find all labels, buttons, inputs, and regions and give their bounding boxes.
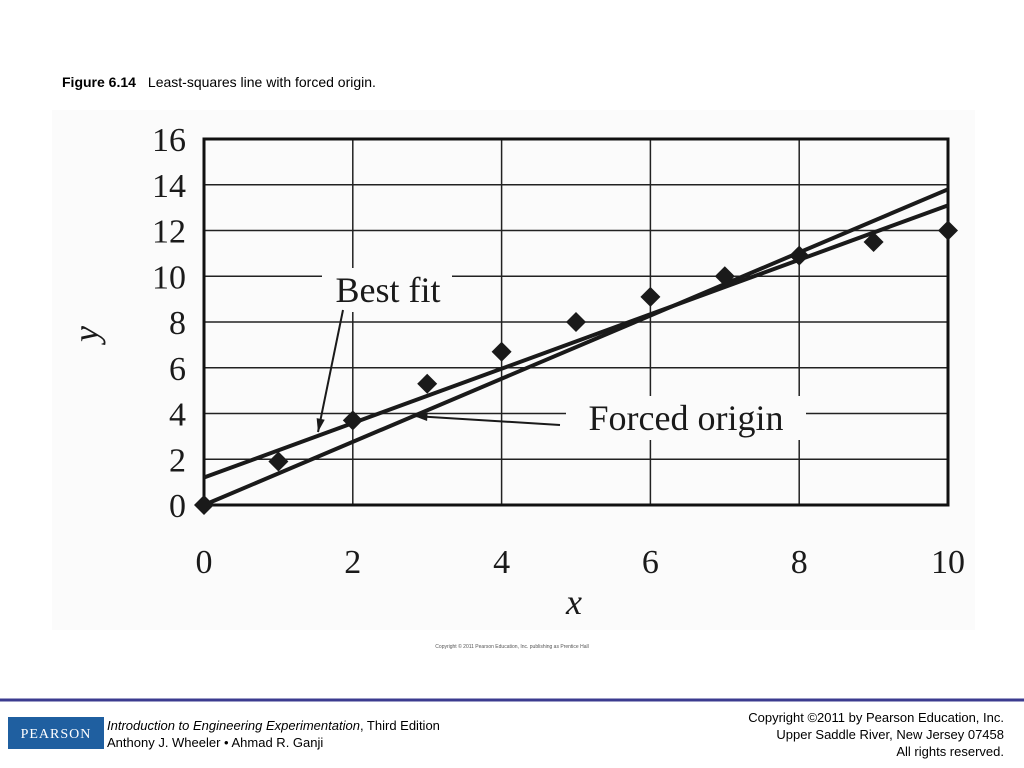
y-tick-label: 8 (169, 305, 186, 342)
annotation-arrow (317, 309, 344, 433)
arrow-head (414, 412, 428, 421)
y-tick-label: 4 (169, 397, 186, 434)
data-point (417, 373, 438, 394)
annotation: Best fit (336, 270, 441, 310)
annotation-background (566, 396, 806, 440)
x-axis-label: x (565, 582, 582, 622)
logo (8, 717, 104, 749)
fit-line (203, 203, 949, 480)
chart: 0 2 4 6 8 10 12 14 16 0 2 4 6 8 10 x y Best fit Forced ori… (66, 122, 965, 622)
figure-caption: Figure 6.14 Least-squares line with force… (62, 74, 376, 90)
x-tick-label: 2 (344, 544, 361, 581)
authors: Anthony J. Wheeler • Ahmad R. Ganji (107, 735, 323, 750)
y-tick-label: 16 (152, 122, 186, 159)
y-tick-label: 6 (169, 351, 186, 388)
y-axis-label: y (66, 326, 106, 345)
plot-frame (202, 137, 950, 507)
data-point (268, 451, 289, 472)
image-credit: Copyright © 2011 Pearson Education, Inc.… (435, 643, 588, 650)
data-point (938, 220, 958, 241)
figure-area (52, 110, 975, 630)
book-line: Introduction to Engineering Experimentat… (107, 718, 440, 733)
fit-line (203, 187, 949, 507)
copyright: Upper Saddle River, New Jersey 07458 (776, 727, 1004, 742)
data-point (194, 495, 214, 515)
edition: , Third Edition (360, 718, 440, 733)
annotation-arrow (413, 415, 561, 426)
copyright: All rights reserved. (896, 744, 1004, 759)
x-tick-label: 8 (791, 544, 808, 581)
logo-text: PEARSON (21, 727, 92, 742)
y-tick-label: 14 (152, 168, 186, 205)
y-tick-label: 0 (169, 488, 186, 525)
y-tick-label: 12 (152, 214, 186, 251)
book-title: Introduction to Engineering Experimentat… (107, 718, 360, 733)
data-point (863, 231, 884, 252)
annotation: Forced origin (589, 398, 784, 438)
data-point (714, 266, 735, 287)
annotation-background (322, 268, 452, 312)
x-tick-label: 4 (493, 544, 510, 581)
data-point (566, 312, 586, 332)
figure-label: Figure 6.14 (62, 74, 136, 90)
x-tick-label: 0 (196, 544, 213, 581)
arrow-head (316, 418, 325, 432)
x-tick-label: 6 (642, 544, 659, 581)
y-tick-label: 2 (169, 442, 186, 479)
data-point (491, 341, 512, 362)
copyright: Copyright ©2011 by Pearson Education, In… (748, 710, 1004, 725)
x-tick-label: 10 (931, 544, 965, 581)
caption-text: Least-squares line with forced origin. (148, 74, 376, 90)
data-point (342, 410, 363, 431)
data-point (789, 245, 810, 266)
data-point (640, 286, 661, 307)
y-tick-label: 10 (152, 259, 186, 296)
